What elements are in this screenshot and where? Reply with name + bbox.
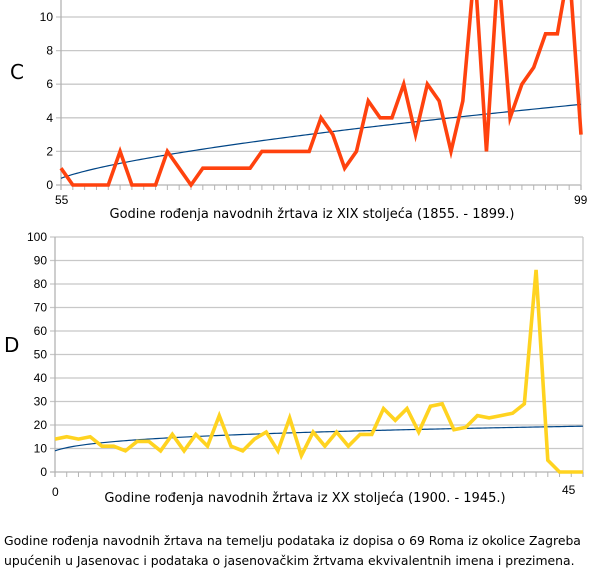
- d-series: [54, 269, 584, 474]
- c-trendline: [60, 103, 582, 179]
- d-gridlines: [50, 236, 584, 477]
- c-y-tick-label: 8: [46, 44, 53, 58]
- chart-d: 0 10 20 30 40 50 60 70 80 90 100 D 0 45 Godine rođ…: [4, 230, 584, 506]
- d-trendline: [54, 425, 584, 452]
- d-y-tick-label: 100: [27, 230, 47, 244]
- d-y-tick-label: 20: [34, 418, 48, 432]
- c-y-tick-labels: 0 2 4 6 8 10: [40, 10, 54, 192]
- c-panel-label: C: [10, 60, 24, 84]
- charts-canvas: 0 2 4 6 8 10 C 55 99 Godine rođenja navodnih …: [4, 0, 588, 506]
- chart-c: 0 2 4 6 8 10 C 55 99 Godine rođenja navodnih …: [10, 0, 588, 222]
- d-y-tick-label: 10: [34, 442, 48, 456]
- d-y-tick-label: 60: [34, 324, 48, 338]
- d-x-label-first: 0: [52, 485, 59, 499]
- c-x-label-first: 55: [55, 193, 69, 207]
- c-y-tick-label: 6: [46, 77, 53, 91]
- d-y-tick-label: 80: [34, 277, 48, 291]
- d-y-tick-label: 40: [34, 371, 48, 385]
- d-x-ticks: [54, 472, 584, 477]
- d-y-tick-label: 30: [34, 395, 48, 409]
- d-y-tick-label: 90: [34, 254, 48, 268]
- caption-line-2: upućenih u Jasenovac i podataka o jaseno…: [4, 553, 575, 568]
- d-x-axis-title: Godine rođenja navodnih žrtava iz XX sto…: [104, 491, 505, 506]
- c-y-tick-label: 10: [40, 10, 54, 24]
- d-y-tick-labels: 0 10 20 30 40 50 60 70 80 90 100: [27, 230, 47, 479]
- d-y-tick-label: 0: [40, 465, 47, 479]
- c-y-tick-label: 0: [46, 178, 53, 192]
- c-trendline-path: [60, 103, 582, 179]
- d-panel-label: D: [4, 333, 19, 357]
- d-y-tick-label: 50: [34, 348, 48, 362]
- d-series-line: [54, 269, 583, 474]
- c-series: [59, 0, 583, 189]
- c-x-axis-title: Godine rođenja navodnih žrtava iz XIX st…: [110, 207, 515, 222]
- d-y-tick-label: 70: [34, 301, 48, 315]
- c-y-tick-label: 4: [46, 111, 53, 125]
- caption-line-1: Godine rođenja navodnih žrtava na temelj…: [4, 533, 581, 548]
- c-y-tick-label: 2: [46, 144, 53, 158]
- c-x-label-last: 99: [574, 193, 588, 207]
- c-series-line: [59, 0, 583, 189]
- c-gridlines: [56, 0, 582, 190]
- figure-caption: Godine rođenja navodnih žrtava na temelj…: [4, 531, 604, 571]
- d-x-label-last: 45: [562, 483, 576, 497]
- d-trendline-path: [54, 425, 584, 452]
